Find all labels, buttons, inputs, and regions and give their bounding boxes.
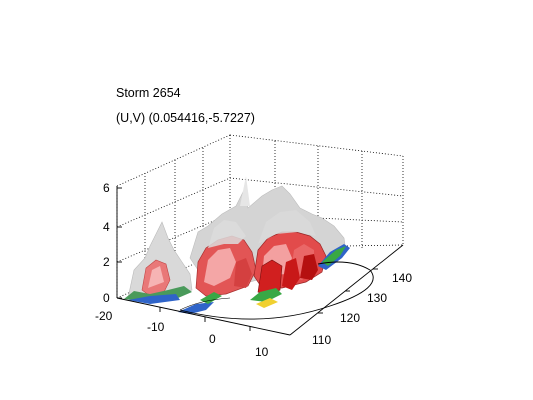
z-tick-label: 2 [103, 255, 110, 269]
x-axis-labels: -20 -10 0 10 [95, 309, 269, 359]
y-tick-label: 130 [367, 291, 387, 305]
y-tick-label: 110 [312, 333, 331, 347]
z-tick-label: 4 [103, 220, 110, 234]
z-axis-labels: 6 4 2 0 [103, 181, 110, 305]
x-tick-label: 10 [255, 345, 269, 359]
axes-lines [116, 186, 404, 336]
x-tick-label: -20 [95, 309, 113, 323]
x-tick-label: 0 [209, 332, 216, 346]
y-tick-label: 140 [392, 271, 412, 285]
z-tick-label: 0 [103, 291, 110, 305]
y-axis-labels: 110 120 130 140 [312, 271, 412, 347]
z-tick-label: 6 [103, 181, 110, 195]
x-tick-label: -10 [147, 320, 165, 334]
surface-plot [124, 176, 374, 320]
plot-title: Storm 2654 [116, 86, 181, 100]
plot-subtitle: (U,V) (0.054416,-5.7227) [116, 111, 255, 125]
y-tick-label: 120 [340, 311, 360, 325]
